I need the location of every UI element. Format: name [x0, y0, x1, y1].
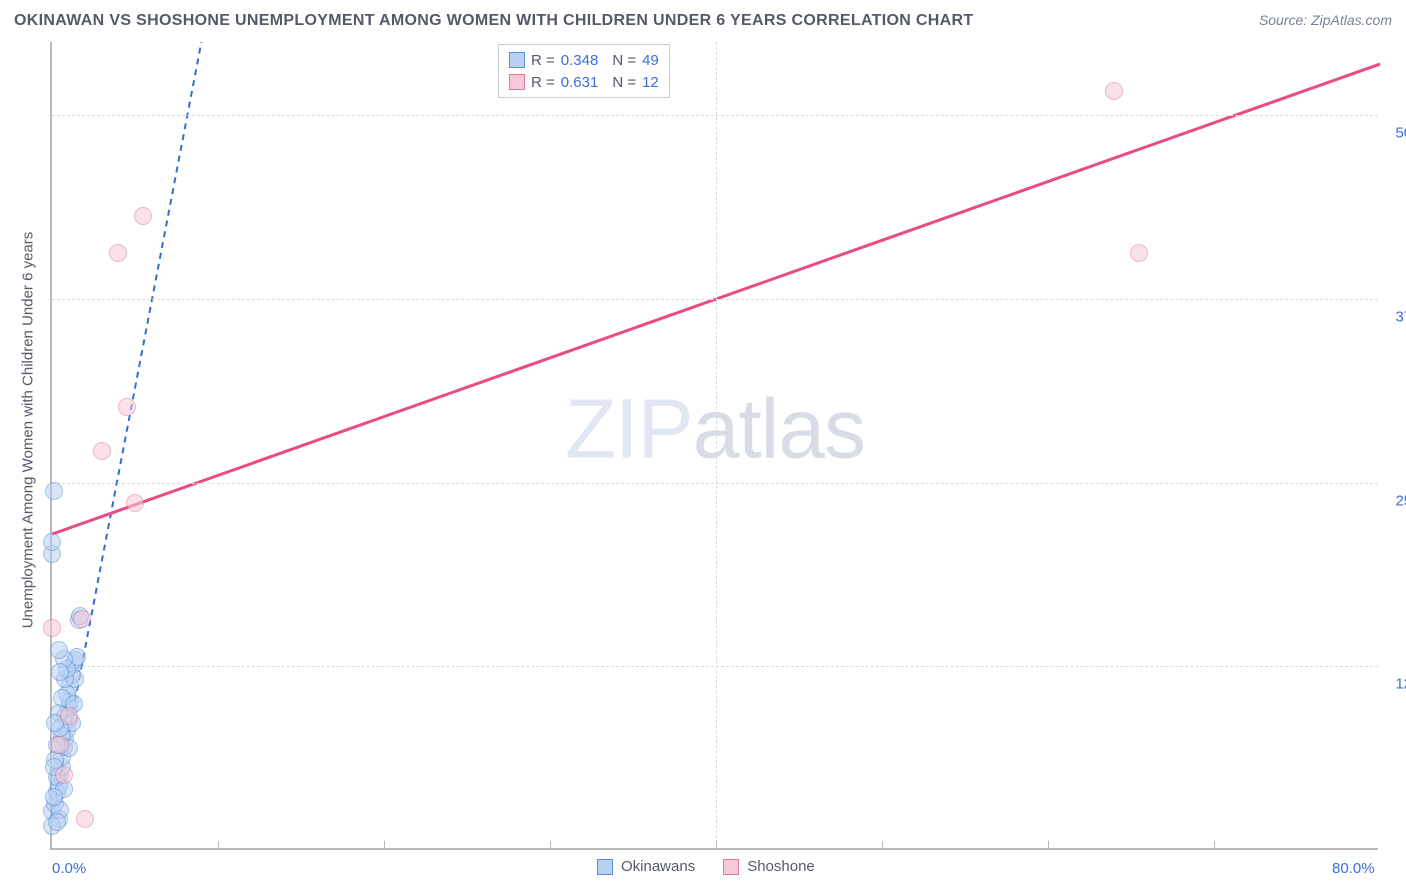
stat-value: 12 — [642, 74, 659, 91]
data-point — [1105, 82, 1123, 100]
gridline-h — [52, 483, 1378, 484]
plot-container: ZIPatlas 12.5%25.0%37.5%50.0%0.0%80.0%R … — [50, 42, 1378, 850]
data-point — [118, 398, 136, 416]
data-point — [134, 207, 152, 225]
data-point — [50, 641, 68, 659]
stat-label: R = — [531, 74, 555, 91]
legend-swatch — [597, 859, 613, 875]
gridline-h — [52, 666, 1378, 667]
data-point — [1130, 244, 1148, 262]
stat-value: 0.631 — [561, 74, 599, 91]
data-point — [76, 810, 94, 828]
data-point — [109, 244, 127, 262]
data-point — [73, 610, 91, 628]
chart-source: Source: ZipAtlas.com — [1259, 12, 1392, 28]
xtick — [384, 841, 385, 849]
data-point — [55, 766, 73, 784]
xtick — [550, 841, 551, 849]
data-point — [51, 663, 69, 681]
stat-label: N = — [612, 52, 636, 69]
legend-item: Shoshone — [723, 858, 815, 875]
stats-legend: R = 0.348 N = 49 R = 0.631 N = 12 — [498, 44, 670, 98]
xtick-label: 0.0% — [52, 860, 86, 877]
xtick — [882, 841, 883, 849]
stats-legend-row: R = 0.348 N = 49 — [509, 49, 659, 71]
series-legend: Okinawans Shoshone — [597, 858, 815, 875]
data-point — [51, 736, 69, 754]
data-point — [60, 707, 78, 725]
data-point — [43, 619, 61, 637]
legend-swatch — [509, 52, 525, 68]
gridline-v — [716, 42, 717, 848]
watermark-b: atlas — [693, 381, 865, 475]
xtick — [1048, 841, 1049, 849]
ytick-label: 25.0% — [1383, 492, 1406, 509]
stats-legend-row: R = 0.631 N = 12 — [509, 71, 659, 93]
stat-value: 0.348 — [561, 52, 599, 69]
watermark: ZIPatlas — [565, 380, 865, 477]
ytick-label: 50.0% — [1383, 125, 1406, 142]
ytick-label: 12.5% — [1383, 676, 1406, 693]
xtick — [716, 841, 717, 849]
xtick-label: 80.0% — [1332, 860, 1375, 877]
legend-swatch — [723, 859, 739, 875]
data-point — [45, 482, 63, 500]
plot-area: ZIPatlas 12.5%25.0%37.5%50.0%0.0%80.0%R … — [50, 42, 1378, 850]
gridline-h — [52, 115, 1378, 116]
gridline-h — [52, 299, 1378, 300]
data-point — [45, 788, 63, 806]
stat-label: N = — [612, 74, 636, 91]
y-axis-label: Unemployment Among Women with Children U… — [20, 232, 37, 629]
watermark-a: ZIP — [565, 381, 693, 475]
legend-item: Okinawans — [597, 858, 695, 875]
data-point — [93, 442, 111, 460]
legend-label: Shoshone — [747, 858, 815, 875]
ytick-label: 37.5% — [1383, 309, 1406, 326]
stat-label: R = — [531, 52, 555, 69]
legend-label: Okinawans — [621, 858, 695, 875]
data-point — [48, 813, 66, 831]
chart-title: OKINAWAN VS SHOSHONE UNEMPLOYMENT AMONG … — [14, 12, 974, 30]
chart-header: OKINAWAN VS SHOSHONE UNEMPLOYMENT AMONG … — [14, 12, 1392, 30]
data-point — [43, 533, 61, 551]
data-point — [126, 494, 144, 512]
xtick — [1214, 841, 1215, 849]
xtick — [218, 841, 219, 849]
legend-swatch — [509, 74, 525, 90]
stat-value: 49 — [642, 52, 659, 69]
